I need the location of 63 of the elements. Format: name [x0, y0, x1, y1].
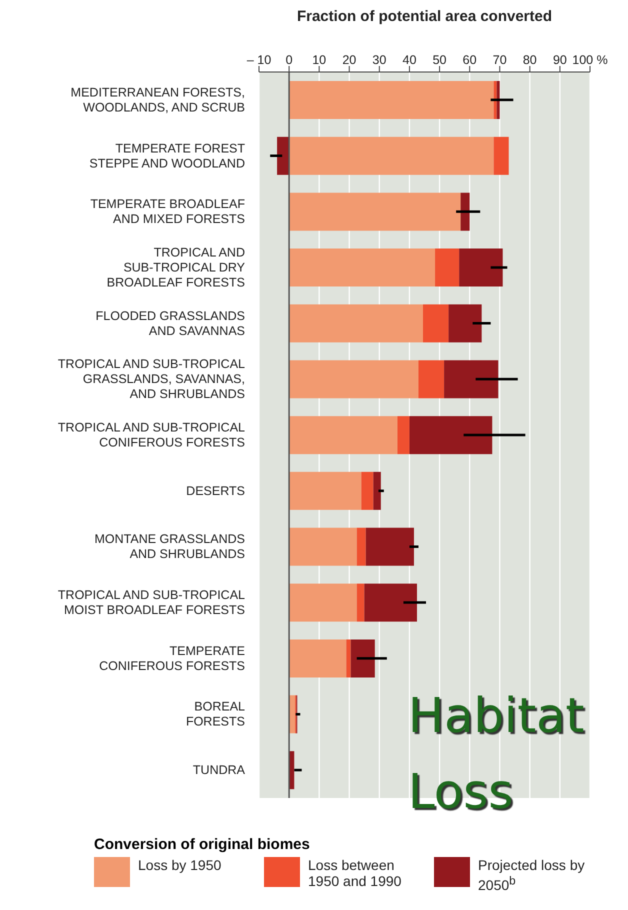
bar — [494, 81, 497, 119]
bar — [356, 528, 366, 566]
y-tick-label: TEMPERATE CONIFEROUS FORESTS — [99, 644, 245, 673]
bar — [361, 472, 374, 510]
bar — [289, 472, 362, 510]
bar — [418, 360, 444, 398]
bar — [289, 304, 423, 342]
x-tick-label: 30 — [372, 53, 386, 67]
x-tick-label: 100 % — [572, 53, 608, 67]
x-tick-label: 90 — [552, 53, 567, 67]
y-tick-label: MEDITERRANEAN FORESTS, WOODLANDS, AND SCRUB — [70, 85, 245, 114]
bar — [397, 416, 410, 454]
bar — [289, 639, 346, 678]
y-tick-label: FLOODED GRASSLANDS AND SAVANNAS — [96, 308, 245, 338]
bar — [289, 136, 494, 175]
x-tick-label: 0 — [286, 53, 293, 67]
bar — [364, 584, 417, 622]
x-tick-label: 40 — [402, 53, 416, 67]
legend-label: Projected loss by 2050$^{b}$ — [478, 857, 585, 893]
legend-title: Conversion of original biomes — [94, 836, 311, 853]
bar — [289, 528, 357, 566]
legend-label: Loss between 1950 and 1990 — [308, 857, 402, 889]
bar — [460, 192, 470, 231]
x-tick-label: 60 — [462, 53, 477, 67]
y-tick-label: TROPICAL AND SUB-TROPICAL MOIST BROADLEAF FORESTS — [58, 588, 246, 618]
y-tick-label: TUNDRA — [192, 763, 246, 778]
bar — [422, 304, 449, 342]
bar — [496, 81, 500, 119]
bar — [289, 192, 461, 231]
bar — [435, 248, 460, 287]
legend-label: Loss by 1950 — [138, 857, 222, 873]
x-tick-label: 10 — [312, 53, 326, 67]
x-tick-label: 70 — [492, 53, 507, 67]
x-tick-label: 20 — [342, 53, 356, 67]
x-tick-label: – 10 — [246, 53, 272, 67]
y-tick-label: DESERTS — [186, 484, 245, 498]
y-tick-label: TEMPERATE FOREST STEPPE AND WOODLAND — [89, 141, 246, 170]
bar — [373, 472, 381, 510]
slide-heading: Habitat Loss — [408, 687, 586, 822]
x-tick-label: 80 — [522, 53, 537, 67]
y-tick-label: TEMPERATE BROADLEAF AND MIXED FORESTS — [90, 197, 246, 226]
bar — [289, 248, 436, 287]
bar — [289, 81, 494, 119]
x-axis-title: Fraction of potential area converted — [296, 8, 554, 25]
y-tick-label: TROPICAL AND SUB-TROPICAL CONIFEROUS FORESTS — [58, 420, 246, 450]
y-tick-label: BOREAL FORESTS — [186, 700, 246, 729]
bar — [289, 584, 357, 622]
bar — [289, 360, 418, 398]
bar — [346, 639, 351, 678]
bar — [356, 584, 364, 622]
bar — [409, 416, 492, 454]
y-tick-label: MONTANE GRASSLANDS AND SHRUBLANDS — [94, 532, 245, 562]
y-tick-label: TROPICAL AND SUB-TROPICAL DRY BROADLEAF FORESTS — [106, 245, 246, 290]
bar — [277, 136, 290, 175]
y-tick-label: TROPICAL AND SUB-TROPICAL GRASSLANDS, SAVANNAS, AND SHRUBLANDS — [58, 357, 246, 402]
bar — [459, 248, 503, 287]
bar — [366, 528, 414, 566]
bar — [350, 639, 375, 678]
bar — [494, 136, 509, 175]
bar — [444, 360, 498, 398]
x-tick-label: 50 — [432, 53, 447, 67]
bar — [289, 416, 398, 454]
bar — [448, 304, 482, 342]
